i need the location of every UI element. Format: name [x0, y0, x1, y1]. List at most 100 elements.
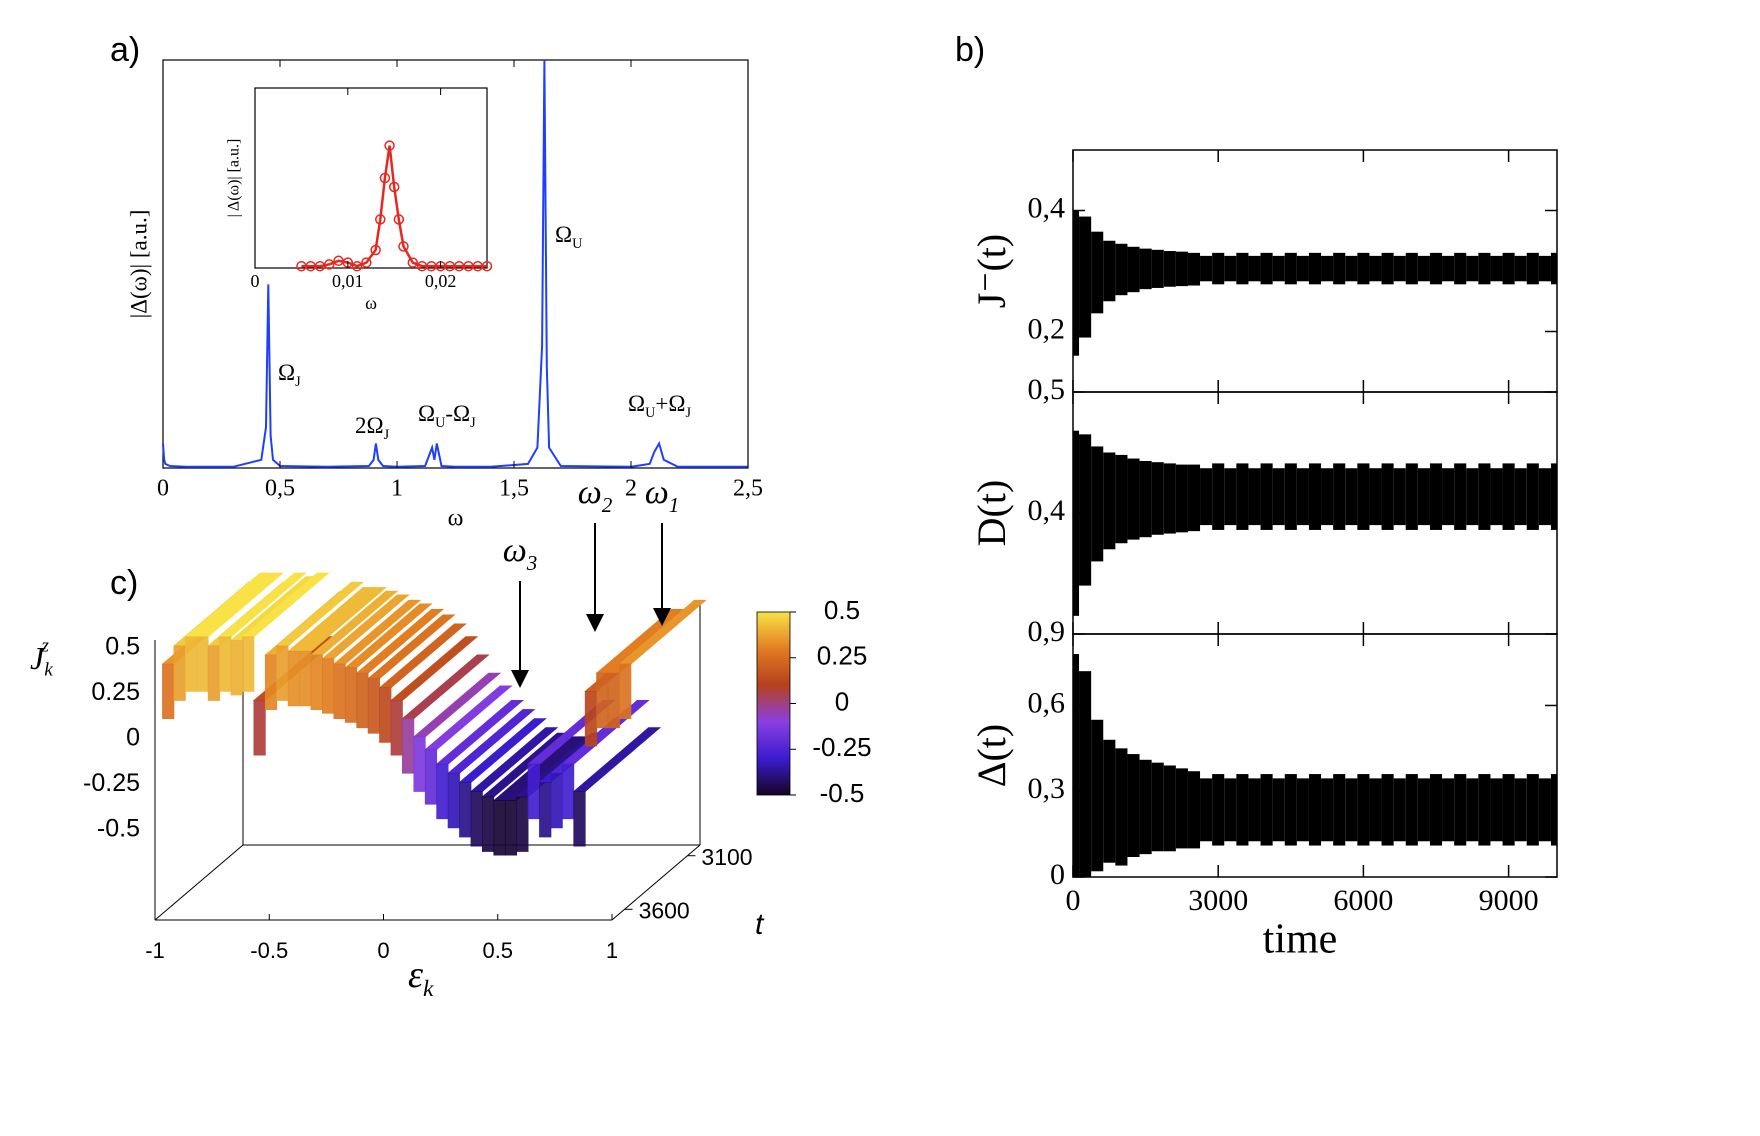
oscillation-band [1284, 463, 1297, 530]
colorbar-tick-label: -0.5 [820, 778, 865, 808]
colorbar-tick-label: 0.25 [817, 641, 868, 671]
surface-front [470, 791, 483, 847]
surface-front [424, 749, 438, 805]
oscillation-band [1308, 463, 1322, 530]
oscillation-band [1490, 468, 1503, 526]
oscillation-band [1429, 252, 1443, 285]
oscillation-band [1550, 463, 1557, 530]
surface-front [173, 645, 186, 701]
oscillation-band [1538, 255, 1551, 282]
oscillation-band [1151, 249, 1164, 288]
oscillation-band [1393, 255, 1406, 282]
oscillation-band [1272, 778, 1285, 842]
oscillation-band [1333, 774, 1346, 846]
oscillation-band [1115, 243, 1128, 296]
oscillation-band [1248, 255, 1261, 282]
oscillation-band [1175, 464, 1188, 533]
oscillation-band [1345, 468, 1358, 526]
oscillation-band [1200, 778, 1213, 842]
colorbar-tick-label: -0.25 [812, 732, 871, 762]
oscillation-band [1151, 762, 1164, 852]
data-point [323, 259, 335, 270]
oscillation-band [1369, 468, 1382, 526]
surface-front [504, 800, 518, 856]
oscillation-band [1079, 671, 1092, 877]
surface-front [607, 672, 620, 729]
oscillation-band [1405, 463, 1418, 530]
y-axis-label: Δ(t) [969, 724, 1014, 787]
text-part: J [384, 427, 390, 443]
frequency-label: ω1 [645, 474, 680, 517]
surface-front [584, 690, 598, 747]
surface-front [219, 636, 232, 692]
y-tick-label: 0,6 [1028, 686, 1066, 719]
oscillation-band [1550, 252, 1557, 285]
text-part: U [435, 415, 445, 431]
text-part: Ω [555, 222, 572, 247]
surface-front [539, 781, 552, 838]
oscillation-band [1333, 252, 1346, 285]
colorbar-tick-label: 0.5 [824, 595, 860, 625]
x-tick-label: 0,01 [332, 271, 364, 291]
oscillation-band [1345, 255, 1358, 282]
panel-label: c) [110, 564, 138, 602]
t-tick-label: 3600 [639, 897, 690, 923]
y-tick-label: 0,2 [1028, 312, 1066, 345]
spectrum-line [162, 59, 748, 468]
data-point [407, 257, 419, 268]
oscillation-band [1224, 468, 1237, 526]
oscillation-band [1073, 654, 1080, 877]
data-point [375, 214, 386, 225]
data-point [398, 241, 409, 252]
oscillation-band [1478, 463, 1491, 530]
oscillation-band [1466, 255, 1479, 282]
oscillation-band [1526, 774, 1539, 846]
oscillation-band [1212, 774, 1225, 846]
oscillation-band [1151, 462, 1164, 535]
x-tick-label: 0 [157, 476, 169, 502]
oscillation-band [1442, 255, 1455, 282]
oscillation-band [1073, 210, 1080, 356]
y-axis-label: | Δ(ω)| [a.u.] [226, 139, 243, 218]
oscillation-band [1417, 255, 1430, 282]
y-tick-label: 0,5 [1028, 373, 1066, 406]
colorbar [756, 611, 791, 796]
text-part: ω [578, 474, 602, 511]
surface-front [276, 645, 289, 701]
oscillation-band [1442, 468, 1455, 526]
x-tick-label: 1,5 [499, 476, 529, 502]
oscillation-band [1200, 468, 1213, 526]
data-point [481, 260, 493, 272]
text-part: ω [645, 474, 669, 511]
surface-front [596, 672, 609, 729]
x-tick-label: 0,02 [425, 271, 457, 291]
x-tick-label: 2,5 [733, 476, 763, 502]
oscillation-band [1236, 774, 1249, 846]
x-tick-label: -1 [145, 938, 165, 963]
y-tick-label: 0,4 [1028, 494, 1066, 527]
text-part: ω [503, 532, 527, 569]
inset-frame [254, 87, 488, 269]
oscillation-band [1163, 463, 1176, 534]
surface-front [207, 645, 221, 701]
surface-front [287, 650, 300, 707]
surface-front [527, 763, 540, 820]
oscillation-band [1236, 463, 1249, 530]
surface-front [390, 700, 403, 756]
oscillation-band [1139, 248, 1152, 290]
x-axis-label: ω [365, 293, 377, 313]
oscillation-band [1187, 252, 1201, 286]
oscillation-band [1550, 774, 1557, 846]
oscillation-band [1369, 255, 1382, 282]
oscillation-band [1296, 778, 1309, 842]
x-tick-label: 1 [391, 476, 403, 502]
oscillation-band [1175, 768, 1188, 849]
arrow-head [511, 670, 529, 688]
x-tick-label: 3000 [1188, 884, 1248, 917]
oscillation-band [1272, 255, 1285, 282]
surface-front [299, 650, 312, 707]
surface-front [333, 663, 346, 720]
oscillation-band [1417, 468, 1430, 526]
z-tick-label: 0 [126, 724, 140, 752]
